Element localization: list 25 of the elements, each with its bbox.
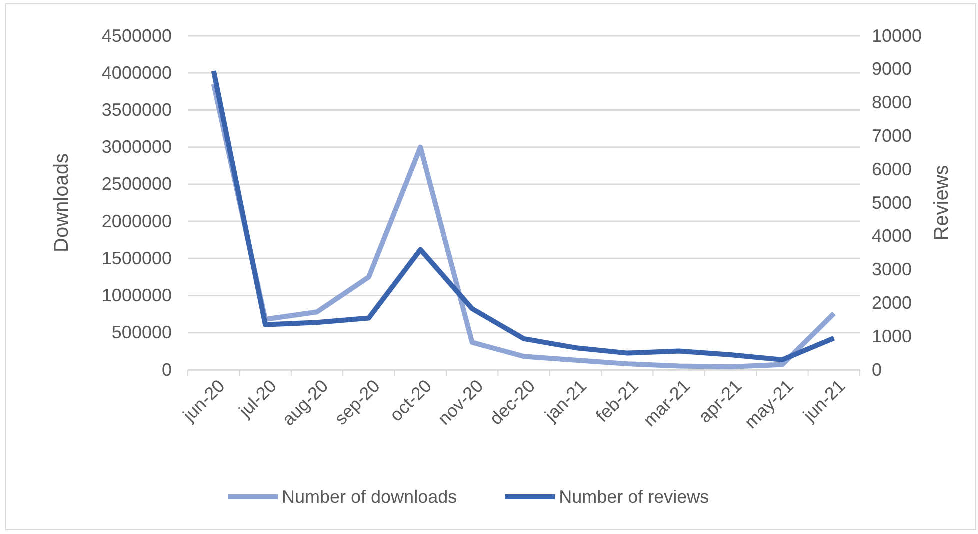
y-tick-label: 4500000 [102, 26, 172, 46]
y2-tick-label: 9000 [872, 59, 912, 80]
y-tick-label: 2500000 [102, 174, 172, 194]
y2-tick-label: 4000 [872, 226, 912, 246]
y-tick-label: 2000000 [102, 211, 172, 232]
y-tick-label: 1500000 [102, 248, 172, 268]
y2-tick-label: 2000 [872, 292, 912, 313]
y-tick-label: 3000000 [102, 137, 172, 158]
y2-tick-label: 8000 [872, 92, 912, 113]
y-axis-title: Downloads [51, 154, 73, 252]
y2-tick-label: 7000 [872, 126, 912, 146]
y-tick-label: 0 [162, 360, 172, 380]
legend-label: Number of downloads [282, 487, 458, 507]
y-tick-label: 4000000 [102, 62, 172, 83]
y2-tick-label: 5000 [872, 192, 912, 213]
y-tick-label: 3500000 [102, 100, 172, 120]
y-tick-label: 500000 [112, 322, 172, 343]
y2-tick-label: 3000 [872, 260, 912, 280]
y2-tick-label: 10000 [872, 26, 922, 46]
y2-axis-title: Reviews [931, 165, 953, 241]
y2-tick-label: 6000 [872, 159, 912, 180]
y2-tick-label: 1000 [872, 326, 912, 346]
y-tick-label: 1000000 [102, 286, 172, 306]
y2-tick-label: 0 [872, 360, 882, 380]
legend-label: Number of reviews [559, 487, 710, 507]
